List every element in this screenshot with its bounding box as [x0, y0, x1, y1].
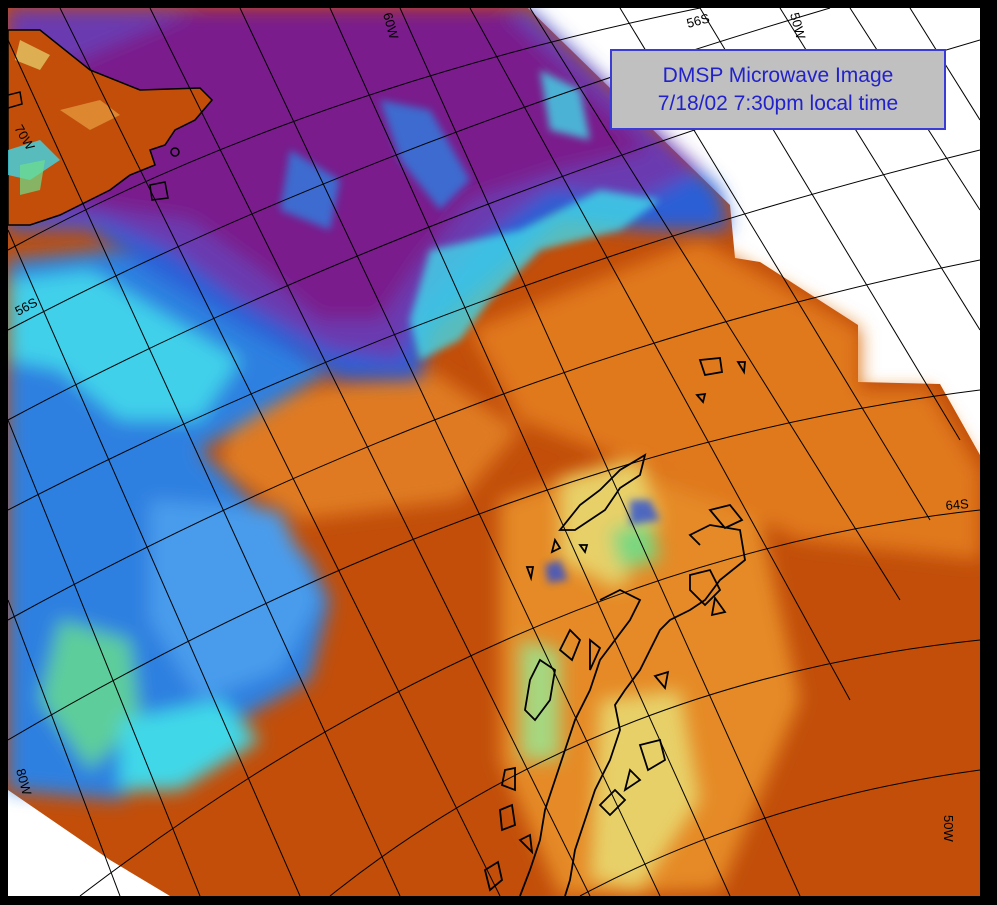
label-lon-50w-right: 50W [941, 815, 956, 842]
label-lon-80w: 80W [13, 767, 35, 797]
antarctic-peninsula-coast [483, 357, 746, 896]
tierra-del-fuego-land [8, 29, 214, 226]
label-lon-60w: 60W [380, 11, 402, 41]
title-line-1: DMSP Microwave Image [662, 64, 894, 87]
title-line-2: 7/18/02 7:30pm local time [657, 92, 899, 115]
label-lat-56s-top: 56S [685, 10, 712, 31]
label-lon-50w-top: 50W [787, 11, 809, 41]
title-box: DMSP Microwave Image 7/18/02 7:30pm loca… [610, 49, 946, 130]
label-lat-64s: 64S [945, 496, 970, 513]
